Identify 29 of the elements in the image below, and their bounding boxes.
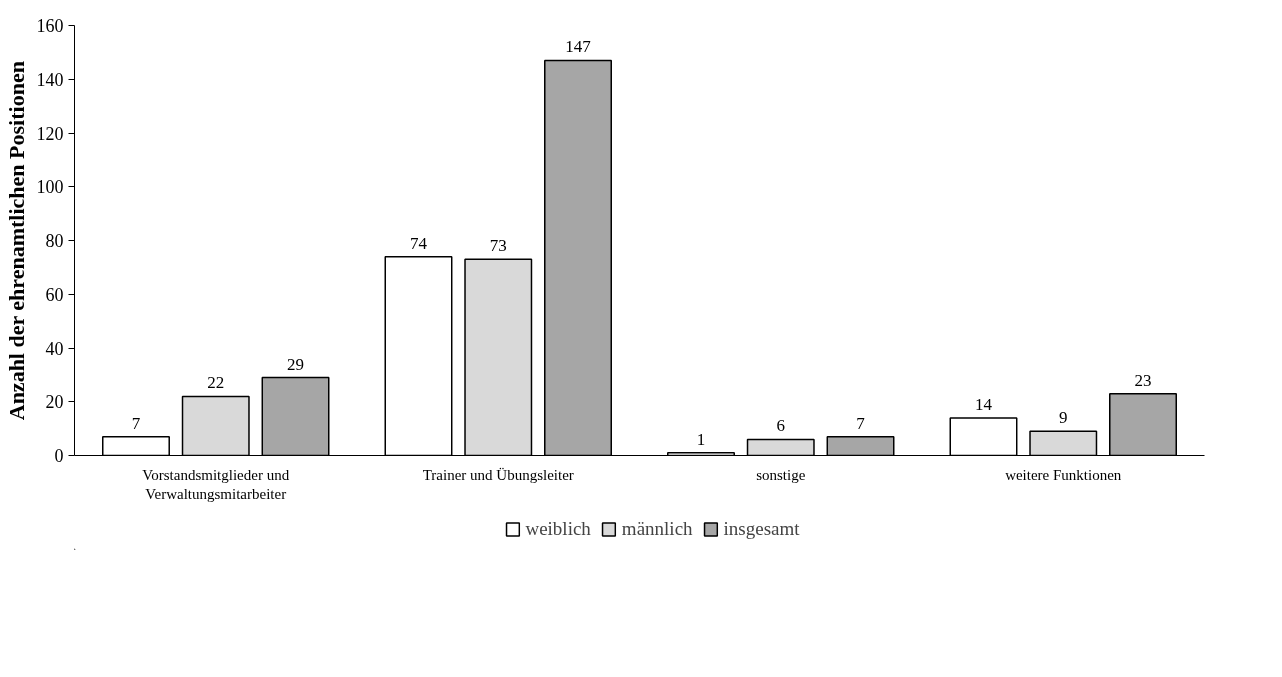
data-label: 9 xyxy=(1059,408,1068,428)
x-tick-label: Trainer und Übungsleiter xyxy=(422,466,574,483)
x-tick-label: Vorstandsmitglieder und Verwaltungsmitarbeiter xyxy=(142,466,290,502)
data-label: 7 xyxy=(131,413,141,433)
data-label: 14 xyxy=(974,394,993,414)
legend-label: weiblich xyxy=(525,518,591,540)
legend-label: männlich xyxy=(621,518,693,540)
data-label: 29 xyxy=(287,354,305,374)
data-label: 22 xyxy=(207,373,225,393)
y-tick-label: 120 xyxy=(36,123,64,144)
x-tick-label: weitere Funktionen xyxy=(1005,466,1122,483)
y-tick-label: 140 xyxy=(36,69,64,90)
data-label: 23 xyxy=(1134,370,1152,390)
data-label: 147 xyxy=(565,37,592,57)
y-axis-title: Anzahl der ehrenamtlichen Positionen xyxy=(3,61,29,421)
y-tick-label: 60 xyxy=(45,284,64,305)
data-label: 7 xyxy=(856,413,866,433)
y-tick-label: 40 xyxy=(45,338,64,359)
data-label: 1 xyxy=(696,429,706,449)
y-tick-label: 20 xyxy=(45,392,64,413)
y-tick-label: 160 xyxy=(36,16,64,36)
y-tick-label: 80 xyxy=(45,231,64,251)
data-label: 6 xyxy=(776,416,785,436)
x-tick-label: sonstige xyxy=(756,466,806,483)
data-label: 73 xyxy=(489,236,507,256)
y-tick-label: 0 xyxy=(54,446,64,466)
legend-label: insgesamt xyxy=(723,518,800,540)
y-tick-label: 100 xyxy=(36,177,64,198)
data-label: 74 xyxy=(409,233,428,253)
